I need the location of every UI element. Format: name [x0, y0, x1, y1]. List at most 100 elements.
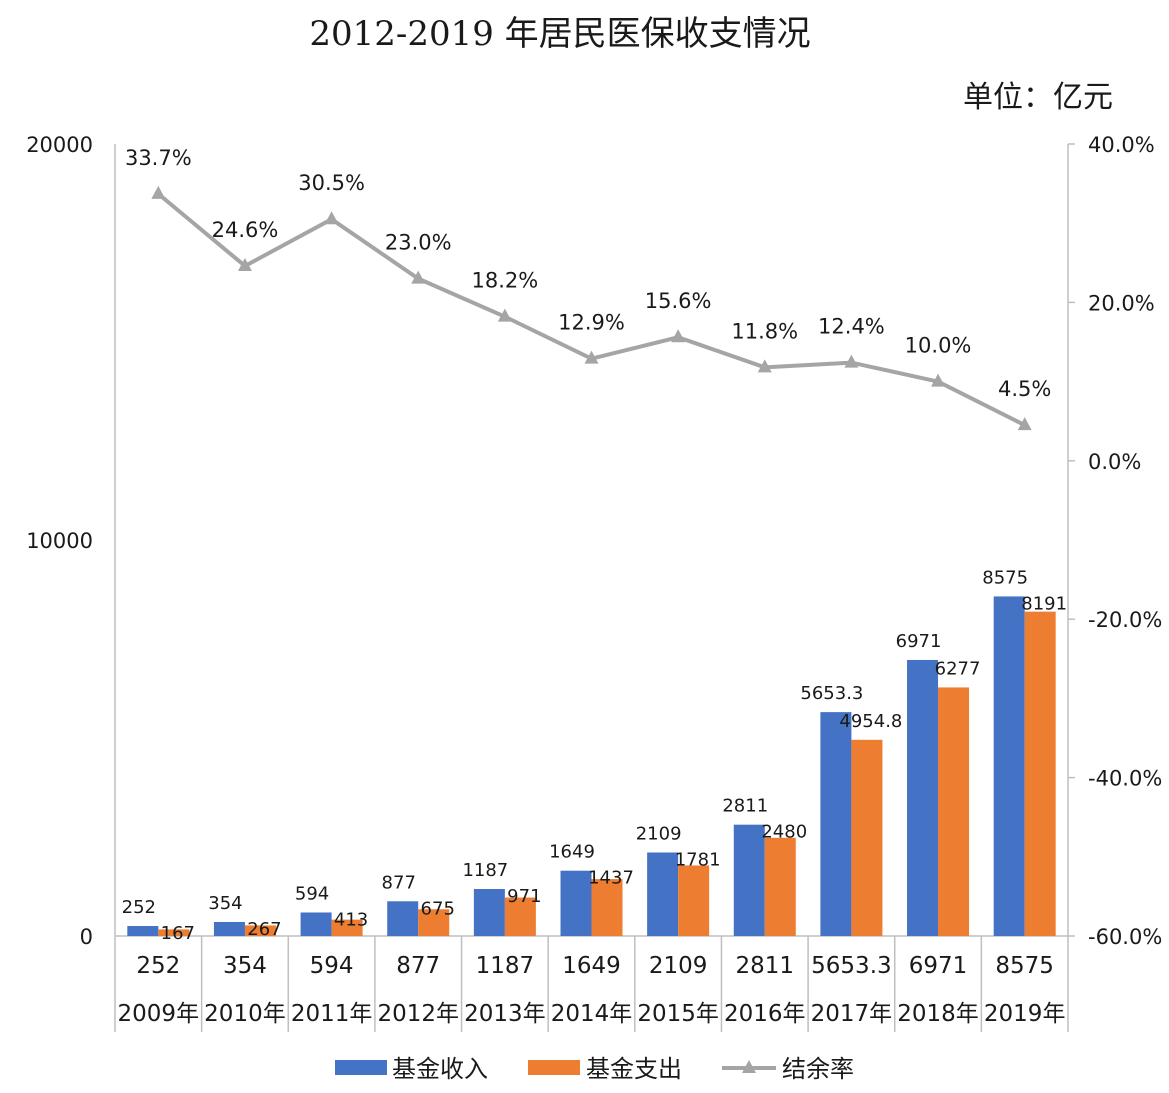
table-value: 594: [310, 953, 354, 979]
rate-data-label: 12.9%: [558, 311, 625, 335]
expense-data-label: 2480: [761, 822, 807, 843]
income-data-label: 8575: [982, 567, 1028, 588]
income-bar: [213, 921, 245, 936]
chart-title: 2012-2019 年居民医保收支情况: [309, 14, 811, 54]
table-value: 877: [396, 953, 440, 979]
rate-marker: [324, 211, 339, 225]
category-label: 2019年: [984, 1001, 1066, 1027]
category-label: 2017年: [811, 1001, 893, 1027]
table-value: 2109: [649, 953, 708, 979]
right-tick-label: -20.0%: [1088, 608, 1162, 632]
bars: [127, 596, 1056, 936]
category-label: 2014年: [551, 1001, 633, 1027]
expense-data-label: 6277: [935, 658, 981, 679]
rate-marker: [931, 373, 946, 387]
left-tick-label: 20000: [26, 133, 93, 157]
income-data-label: 2811: [722, 796, 768, 817]
rate-data-label: 23.0%: [385, 231, 452, 255]
income-data-label: 877: [382, 872, 416, 893]
expense-bar: [938, 687, 970, 936]
right-tick-label: 0.0%: [1088, 450, 1141, 474]
legend-expense-swatch: [528, 1060, 580, 1075]
rate-data-label: 11.8%: [731, 319, 798, 343]
expense-data-label: 413: [334, 909, 368, 930]
table-value: 5653.3: [811, 953, 891, 979]
rate-marker: [757, 359, 772, 373]
table-value: 252: [136, 953, 180, 979]
expense-data-label: 1437: [588, 868, 634, 889]
category-label: 2015年: [637, 1001, 719, 1027]
table-value: 2811: [735, 953, 794, 979]
surplus-rate-line: [157, 192, 1026, 427]
expense-bar: [591, 879, 623, 936]
unit-label: 单位：亿元: [963, 80, 1113, 115]
income-data-label: 2109: [636, 823, 682, 844]
expense-data-label: 675: [421, 898, 455, 919]
income-data-label: 594: [295, 883, 329, 904]
rate-marker: [411, 270, 426, 284]
legend-expense-label: 基金支出: [586, 1055, 682, 1083]
category-label: 2018年: [897, 1001, 979, 1027]
legend-income-label: 基金收入: [392, 1055, 488, 1083]
expense-bar: [418, 909, 450, 936]
income-bar: [560, 870, 592, 936]
rate-marker: [151, 185, 166, 199]
expense-bar: [851, 739, 883, 936]
expense-data-label: 267: [247, 919, 281, 940]
category-label: 2010年: [204, 1001, 286, 1027]
rate-data-label: 12.4%: [818, 315, 885, 339]
table-value: 354: [223, 953, 267, 979]
category-label: 2009年: [118, 1001, 200, 1027]
expense-bar: [1024, 611, 1056, 936]
rate-data-label: 15.6%: [645, 289, 712, 313]
legend-income-swatch: [335, 1060, 387, 1075]
category-label: 2016年: [724, 1001, 806, 1027]
category-label: 2012年: [377, 1001, 459, 1027]
expense-bar: [158, 929, 190, 936]
rate-data-label: 33.7%: [125, 146, 192, 170]
income-bar: [993, 596, 1025, 936]
income-data-label: 6971: [896, 631, 942, 652]
income-bar: [387, 901, 419, 936]
rate-marker: [671, 329, 686, 343]
table-value: 1649: [562, 953, 621, 979]
rate-data-label: 18.2%: [472, 269, 539, 293]
rate-data-label: 24.6%: [212, 218, 279, 242]
expense-bar: [244, 925, 276, 936]
income-data-label: 5653.3: [800, 683, 863, 704]
income-bar: [300, 912, 332, 936]
expense-bar: [504, 897, 536, 936]
legend-rate-label: 结余率: [782, 1055, 854, 1083]
rate-line: 33.7% 24.6% 30.5% 23.0% 18.2% 12.9% 15.6% 11.8%…: [125, 146, 1051, 431]
expense-bar: [331, 919, 363, 936]
rate-marker: [1017, 417, 1032, 431]
rate-data-label: 10.0%: [905, 334, 972, 358]
income-data-label: 252: [122, 897, 156, 918]
income-bar: [733, 824, 765, 936]
left-tick-label: 10000: [26, 529, 93, 553]
rate-marker: [237, 257, 252, 271]
category-label: 2013年: [464, 1001, 546, 1027]
right-tick-label: 40.0%: [1088, 133, 1155, 157]
expense-bar: [764, 837, 796, 936]
income-bar: [820, 712, 852, 936]
rate-marker: [584, 350, 599, 364]
income-bar: [473, 888, 505, 936]
expense-data-label: 167: [161, 923, 195, 944]
expense-bar: [678, 865, 710, 936]
category-label: 2011年: [291, 1001, 373, 1027]
income-bar: [647, 852, 679, 936]
category-table: 252 2009年 354 2010年 594 2011年 877 2012年 1187 2013…: [114, 936, 1069, 1032]
rate-data-label: 30.5%: [298, 171, 365, 195]
income-bar: [907, 659, 939, 936]
expense-data-label: 8191: [1021, 593, 1067, 614]
legend: 基金收入 基金支出 结余率: [335, 1055, 854, 1083]
table-value: 8575: [995, 953, 1054, 979]
table-value: 6971: [909, 953, 968, 979]
income-data-label: 1187: [462, 860, 508, 881]
expense-data-label: 971: [507, 886, 541, 907]
axes: 0 10000 20000 40.0% 20.0% 0.0% -20.0% -40.0% -60…: [26, 133, 1162, 949]
right-tick-label: -40.0%: [1088, 767, 1162, 791]
